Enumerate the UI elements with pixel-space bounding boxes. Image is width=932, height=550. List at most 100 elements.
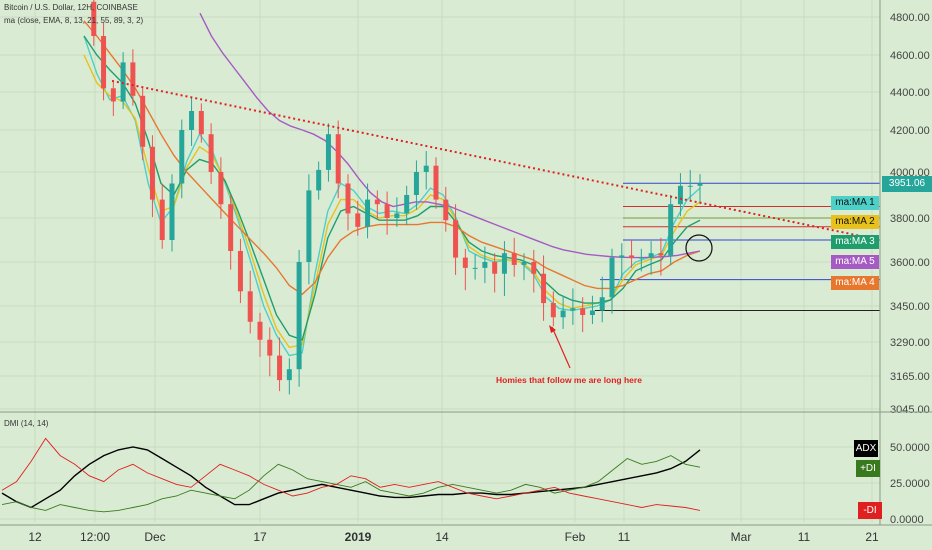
- candle-body: [570, 308, 576, 311]
- dmi-tick-label: 50.0000: [890, 442, 930, 454]
- highlight-circle: [685, 234, 713, 262]
- candle-body: [541, 273, 547, 304]
- candle-body: [198, 111, 204, 135]
- candle-body: [110, 88, 116, 102]
- candle-body: [325, 134, 331, 170]
- moving-average-ma1: [83, 35, 701, 357]
- moving-average-ma2: [83, 54, 701, 349]
- current-price-label: 3951.06: [882, 176, 932, 192]
- candle-body: [668, 204, 674, 256]
- candle-body: [511, 253, 517, 265]
- candle-body: [697, 183, 703, 186]
- annotation-arrow-head: [549, 325, 556, 333]
- dmi-tick-label: 25.0000: [890, 478, 930, 490]
- candle-body: [277, 355, 283, 381]
- candle-body: [599, 297, 605, 311]
- candle-body: [501, 253, 507, 274]
- price-tick-label: 4600.00: [890, 50, 930, 62]
- time-tick-label: 17: [253, 530, 267, 544]
- legend-ma2: ma:MA 2: [831, 215, 879, 229]
- candle-body: [394, 213, 400, 218]
- candle-body: [521, 262, 527, 265]
- candle-body: [453, 220, 459, 258]
- candle-body: [120, 62, 126, 102]
- candle-body: [179, 130, 185, 184]
- candle-body: [228, 204, 234, 251]
- candle-body: [140, 95, 146, 147]
- candle-body: [306, 190, 312, 262]
- legend-ma1: ma:MA 1: [831, 196, 879, 210]
- candle-body: [345, 183, 351, 214]
- dmi-tick-label: 0.0000: [890, 514, 924, 526]
- price-tick-label: 3290.00: [890, 337, 930, 349]
- time-tick-label: Mar: [731, 530, 752, 544]
- candle-body: [335, 134, 341, 184]
- plus-di-badge: +DI: [856, 460, 880, 477]
- moving-average-ma4: [83, 20, 701, 296]
- moving-average-ma5: [199, 12, 701, 259]
- time-tick-label: 21: [865, 530, 879, 544]
- candle-body: [658, 253, 664, 256]
- price-tick-label: 4200.00: [890, 125, 930, 137]
- candle-body: [208, 134, 214, 172]
- time-tick-label: 14: [435, 530, 449, 544]
- candle-body: [629, 255, 635, 258]
- time-tick-label: Dec: [144, 530, 165, 544]
- candle-body: [237, 251, 243, 292]
- minus-di-badge: -DI: [858, 502, 882, 519]
- time-tick-label: 12: [28, 530, 42, 544]
- candle-body: [189, 111, 195, 130]
- dmi-series-line: [1, 437, 701, 511]
- dmi-indicator-title: DMI (14, 14): [4, 419, 49, 428]
- candle-body: [159, 199, 165, 240]
- candle-body: [550, 303, 556, 318]
- price-tick-label: 3165.00: [890, 371, 930, 383]
- annotation-text: Homies that follow me are long here: [496, 375, 642, 385]
- price-tick-label: 3600.00: [890, 257, 930, 269]
- price-tick-label: 3800.00: [890, 213, 930, 225]
- legend-ma4: ma:MA 4: [831, 276, 879, 290]
- adx-badge: ADX: [854, 440, 878, 457]
- time-tick-label: 12:00: [80, 530, 110, 544]
- candle-body: [355, 213, 361, 227]
- candle-body: [531, 262, 537, 274]
- candle-body: [638, 257, 644, 259]
- candle-body: [267, 339, 273, 356]
- candle-body: [462, 257, 468, 268]
- price-tick-label: 3045.00: [890, 404, 930, 416]
- candle-body: [169, 183, 175, 240]
- price-tick-label: 4400.00: [890, 87, 930, 99]
- candle-body: [589, 310, 595, 315]
- candle-body: [413, 172, 419, 195]
- candle-body: [149, 146, 155, 200]
- candle-body: [433, 165, 439, 200]
- candle-body: [91, 1, 97, 37]
- time-tick-label: 11: [618, 530, 631, 544]
- legend-ma5: ma:MA 5: [831, 255, 879, 269]
- price-tick-label: 4800.00: [890, 12, 930, 24]
- candle-body: [247, 291, 253, 322]
- candle-body: [404, 195, 410, 214]
- candle-body: [492, 262, 498, 274]
- resistance-trendline: [111, 79, 881, 241]
- price-tick-label: 3450.00: [890, 301, 930, 313]
- candle-body: [482, 262, 488, 268]
- symbol-title: Bitcoin / U.S. Dollar, 12H, COINBASE: [4, 3, 138, 12]
- candle-body: [472, 267, 478, 269]
- candle-body: [365, 199, 371, 227]
- candle-body: [560, 310, 566, 318]
- candle-body: [648, 253, 654, 258]
- candle-body: [384, 204, 390, 218]
- candle-body: [374, 199, 380, 205]
- candle-body: [296, 262, 302, 370]
- ma-indicator-title: ma (close, EMA, 8, 13, 21, 55, 89, 3, 2): [4, 16, 144, 25]
- legend-ma3: ma:MA 3: [831, 235, 879, 249]
- time-tick-label: Feb: [565, 530, 586, 544]
- time-tick-label: 11: [798, 530, 811, 544]
- candle-body: [218, 172, 224, 205]
- time-tick-label: 2019: [345, 530, 372, 544]
- candle-body: [130, 62, 136, 96]
- candle-body: [580, 308, 586, 315]
- candle-body: [286, 369, 292, 381]
